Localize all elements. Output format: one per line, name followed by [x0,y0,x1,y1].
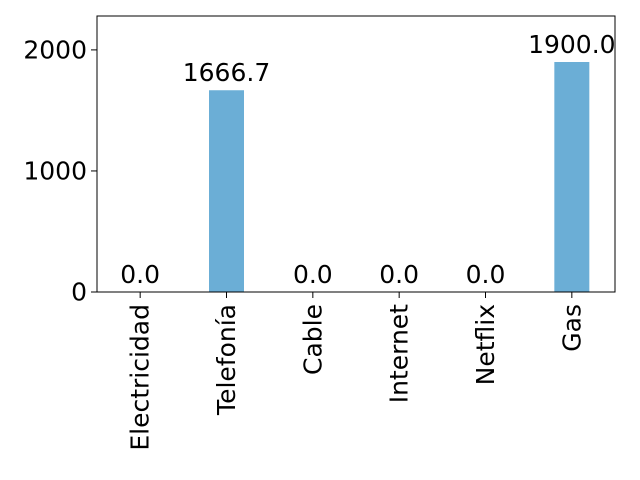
x-axis: Electricidad Telefonía Cable Internet Netfli… [126,292,586,451]
x-tick-label-telefonía: Telefonía [212,304,241,416]
plot-frame [96,15,616,293]
x-tick-label-internet: Internet [385,304,414,403]
x-tick-label-gas: Gas [557,304,586,352]
bars-group [209,62,590,292]
y-tick-label-2000: 2000 [23,35,87,64]
data-label-electricidad: 0.0 [120,260,160,289]
data-labels-group: 0.0 1666.7 0.0 0.0 0.0 1900.0 [120,30,615,289]
x-tick-label-electricidad: Electricidad [126,304,155,451]
data-label-telefonía: 1666.7 [183,58,270,87]
bar-telefonía [209,90,244,292]
data-label-gas: 1900.0 [528,30,615,59]
bar-gas [554,62,590,292]
y-axis: 0 1000 2000 [23,35,97,307]
x-tick-label-netflix: Netflix [471,304,500,385]
y-tick-label-1000: 1000 [23,156,87,185]
data-label-cable: 0.0 [293,260,333,289]
data-label-netflix: 0.0 [466,260,506,289]
y-tick-label-0: 0 [71,278,87,307]
data-label-internet: 0.0 [379,260,419,289]
x-tick-label-cable: Cable [298,304,327,375]
